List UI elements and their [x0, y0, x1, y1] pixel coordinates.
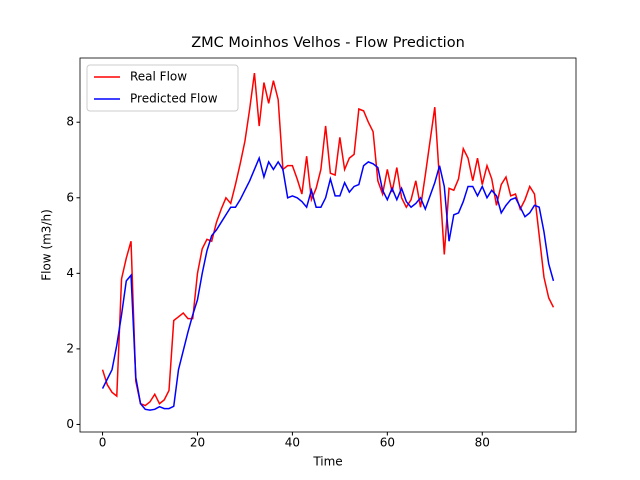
legend-label: Real Flow: [130, 70, 187, 84]
y-tick-label: 2: [66, 341, 74, 355]
plot-frame: [79, 57, 577, 433]
x-tick-label: 40: [285, 436, 300, 450]
chart-title: ZMC Moinhos Velhos - Flow Prediction: [191, 35, 465, 51]
x-tick-label: 80: [475, 436, 490, 450]
legend-box: [86, 64, 239, 112]
y-axis-label: Flow (m3/h): [40, 209, 54, 281]
line: [101, 155, 555, 411]
line: [101, 73, 555, 407]
y-tick-label: 8: [66, 115, 74, 129]
y-tick-label: 0: [66, 417, 74, 431]
legend-label: Predicted Flow: [130, 92, 218, 106]
y-tick-label: 4: [66, 266, 74, 280]
x-tick-label: 0: [99, 436, 107, 450]
x-axis-label: Time: [312, 455, 342, 469]
y-tick-label: 6: [66, 190, 74, 204]
x-tick-label: 20: [190, 436, 205, 450]
x-tick-label: 60: [380, 436, 395, 450]
